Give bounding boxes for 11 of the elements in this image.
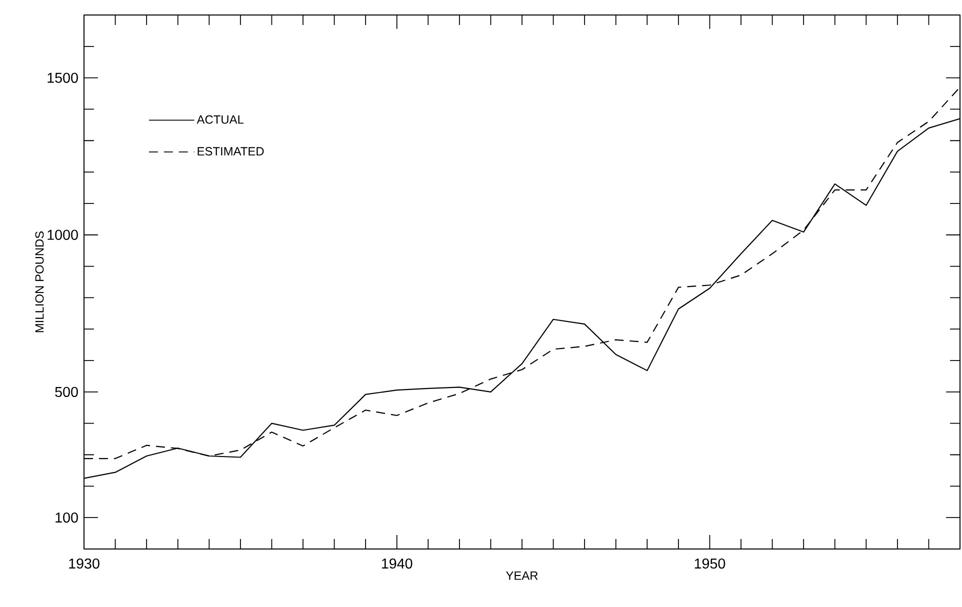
x-tick-label: 1940 [382, 558, 412, 569]
y-tick-label: 1000 [48, 230, 78, 240]
legend-label: ESTIMATED [198, 147, 264, 156]
x-tick-label: 1950 [694, 558, 726, 569]
y-tick-label: 100 [56, 512, 78, 523]
y-tick-label: 1500 [48, 72, 78, 83]
x-tick-label: 1930 [69, 558, 100, 569]
legend-label: ACTUAL [196, 115, 244, 124]
y-axis-title: MILLION POUNDS [35, 231, 44, 332]
x-axis-title: YEAR [506, 572, 538, 580]
y-tick-label: 500 [55, 386, 78, 398]
